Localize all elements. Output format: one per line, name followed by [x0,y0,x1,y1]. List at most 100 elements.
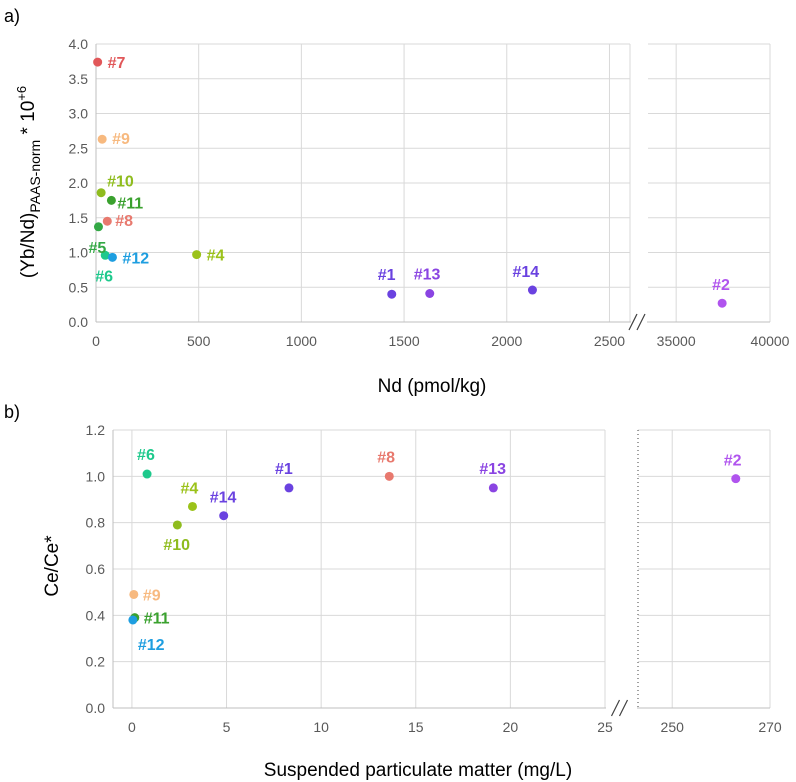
data-point-label: #4 [180,480,198,497]
panel-b-y-axis-label: Ce/Ce* [42,535,63,597]
data-point [192,250,202,260]
data-point [96,188,106,198]
data-point [384,471,394,481]
data-point [284,483,294,493]
data-point [187,501,197,511]
data-point [387,289,397,299]
x-tick-label: 2500 [594,333,625,349]
y-tick-label: 1.5 [69,210,89,226]
x-tick-label: 25 [597,719,613,735]
data-point [425,289,435,299]
x-tick-label: 270 [758,719,782,735]
axis-break-mark [628,313,638,331]
x-tick-label: 10 [313,719,329,735]
data-point-label: #12 [138,637,165,654]
data-point [717,298,727,308]
y-label-sub: PAAS-norm [27,140,43,213]
y-tick-label: 0.0 [69,314,89,330]
data-point-label: #2 [712,277,730,294]
panel-a-y-axis-label: (Yb/Nd)PAAS-norm * 10+6 [14,86,43,278]
panel-b: b) 0.0 0.2 0.4 0.6 0.8 1.0 1.2 0 5 10 15 20 25 250 27… [4,402,782,781]
data-point-label: #10 [163,537,190,554]
data-point [128,615,138,625]
data-point-label: #9 [112,131,130,148]
axis-break-mark [610,699,621,717]
panel-b-gridlines [113,429,771,708]
data-point-label: #1 [378,267,396,284]
y-tick-label: 0.2 [86,654,106,670]
y-tick-label: 0.6 [86,561,106,577]
y-label-main: (Yb/Nd) [18,213,39,278]
data-point-label: #8 [377,449,395,466]
data-point [172,520,182,530]
axis-break-mark [636,313,646,331]
data-point [106,195,116,205]
panel-b-point-labels: #6 #4 #10 #14 #1 #8 #13 #9 #11 #12 #2 [137,447,742,654]
x-tick-label: 0 [92,333,100,349]
data-point [731,474,741,484]
data-point [107,252,117,262]
data-point [527,285,537,295]
data-point-label: #1 [275,461,293,478]
data-point [100,250,110,260]
data-point-label: #6 [137,447,155,464]
panel-a-x-axis-label: Nd (pmol/kg) [378,376,487,397]
data-point-label: #13 [479,461,506,478]
x-tick-label: 35000 [657,333,696,349]
data-point-label: #2 [724,453,742,470]
data-point-label: #14 [210,490,237,507]
data-point-label: #5 [88,240,106,257]
y-tick-label: 2.5 [69,140,89,156]
data-point [219,511,229,521]
panel-a: a) 0.0 0.5 1.0 1.5 2.0 2.5 3.0 3.5 4.0 0 500 1000 1… [4,6,790,397]
panel-a-x-ticks: 0 500 1000 1500 2000 2500 35000 40000 [92,333,790,349]
data-point-label: #11 [117,195,143,212]
panel-a-y-ticks: 0.0 0.5 1.0 1.5 2.0 2.5 3.0 3.5 4.0 [69,36,89,330]
panel-a-point-labels: #7 #9 #10 #11#8 #5 #6 #12 #4 #1 #13 #14 #2 [88,55,730,294]
y-tick-label: 3.5 [69,71,89,87]
data-point-label: #4 [207,248,225,265]
data-point [129,589,139,599]
data-point-label: #14 [512,264,539,281]
axis-break-mask [606,700,637,716]
y-tick-label: 4.0 [69,36,89,52]
data-point-label: #9 [143,587,161,604]
data-point [93,57,103,67]
panel-a-gridlines [95,43,771,322]
y-tick-label: 0.5 [69,279,89,295]
y-tick-label: 2.0 [69,175,89,191]
x-tick-label: 5 [223,719,231,735]
panel-b-y-ticks: 0.0 0.2 0.4 0.6 0.8 1.0 1.2 [86,422,106,716]
panel-b-label: b) [4,402,20,422]
x-tick-label: 250 [661,719,685,735]
data-point [102,216,112,226]
data-point-label: #11 [144,611,170,628]
panel-b-axes [112,430,770,717]
y-label-sup: +6 [14,86,29,101]
data-point [93,222,103,232]
axis-break-mark [618,699,629,717]
x-tick-label: 0 [128,719,136,735]
panel-b-x-axis-label: Suspended particulate matter (mg/L) [264,760,572,781]
data-point-label: #6 [95,268,113,285]
data-point-label: #13 [414,267,441,284]
y-tick-label: 0.4 [86,607,106,623]
y-tick-label: 0.8 [86,515,106,531]
panel-a-label: a) [4,6,20,26]
y-tick-label: 1.0 [69,245,89,261]
data-point [142,469,152,479]
y-tick-label: 1.0 [86,468,106,484]
data-point-label: #12 [122,250,149,267]
y-tick-label: 0.0 [86,700,106,716]
y-tick-label: 3.0 [69,106,89,122]
data-point-label: #8 [115,213,133,230]
y-tick-label: 1.2 [86,422,106,438]
x-tick-label: 15 [408,719,424,735]
data-point [97,134,107,144]
panel-b-x-ticks: 0 5 10 15 20 25 250 270 [128,719,782,735]
x-tick-label: 1500 [388,333,419,349]
x-tick-label: 2000 [491,333,522,349]
data-point-label: #10 [107,174,134,191]
x-tick-label: 20 [503,719,519,735]
